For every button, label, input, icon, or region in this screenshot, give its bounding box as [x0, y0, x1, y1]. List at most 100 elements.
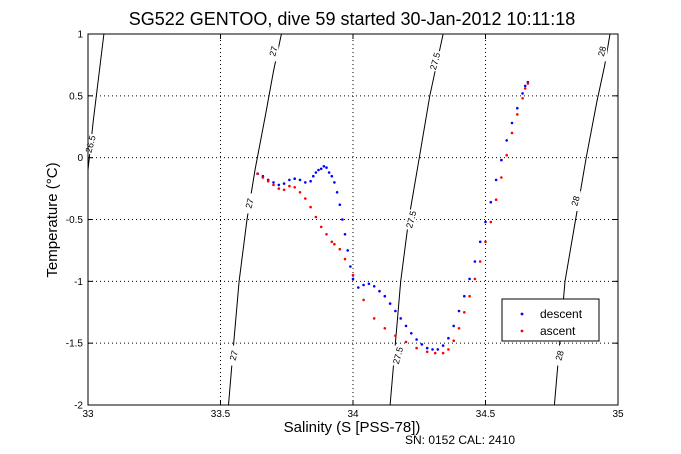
- descent-point: [378, 289, 381, 293]
- descent-point: [288, 178, 291, 182]
- ascent-point: [372, 317, 376, 320]
- descent-point: [436, 348, 440, 351]
- legend-descent-label: descent: [540, 307, 583, 321]
- x-tick-label: 33.5: [211, 409, 231, 420]
- ascent-point: [457, 327, 461, 330]
- descent-point: [494, 178, 498, 182]
- descent-point: [425, 346, 429, 350]
- contour-label: 27.5: [391, 346, 405, 366]
- descent-point: [330, 174, 334, 178]
- ascent-point: [452, 339, 456, 343]
- legend-ascent-label: ascent: [540, 324, 576, 338]
- ascent-point: [314, 215, 318, 219]
- ascent-point: [298, 191, 302, 194]
- descent-point: [399, 317, 403, 320]
- legend-descent-marker: [520, 312, 524, 316]
- descent-point: [388, 302, 392, 305]
- descent-point: [404, 324, 408, 328]
- descent-point: [338, 203, 342, 206]
- contour-label-background: [244, 193, 255, 214]
- descent-point: [505, 139, 509, 142]
- ascent-point: [272, 183, 275, 187]
- ascent-point: [261, 176, 265, 179]
- descent-point: [415, 338, 418, 341]
- ascent-point: [510, 131, 514, 135]
- legend: descent ascent: [501, 298, 600, 342]
- descent-point: [489, 200, 493, 204]
- descent-point: [272, 181, 275, 184]
- descent-point: [351, 277, 355, 281]
- data-series: [256, 80, 530, 355]
- axis-ticks: 33 33.5 34 34.5 35 1 0.5 0 -0.5 -1 -1.5 …: [66, 30, 624, 421]
- descent-point: [343, 233, 347, 236]
- descent-point: [327, 171, 331, 174]
- ascent-point: [362, 298, 365, 302]
- ascent-point: [330, 240, 334, 244]
- legend-box: [501, 298, 600, 342]
- descent-point: [312, 174, 315, 178]
- contour-label: 27.5: [404, 210, 418, 230]
- ascent-point: [288, 184, 291, 188]
- ascent-point: [433, 351, 437, 355]
- contour-label: 26.5: [84, 134, 98, 154]
- ascent-point: [468, 294, 471, 298]
- descent-point: [510, 121, 514, 125]
- ascent-point: [351, 273, 355, 277]
- contour-label: 28: [554, 349, 566, 361]
- ascent-point: [447, 348, 450, 351]
- chart-title: SG522 GENTOO, dive 59 started 30-Jan-201…: [129, 9, 576, 29]
- y-tick-label: 0: [77, 153, 83, 164]
- contour-label-background: [430, 51, 441, 72]
- density-contours: 26.5 27 27 27 27.5 27.5 27.5 28 28 28: [84, 33, 611, 406]
- ascent-point: [478, 260, 482, 263]
- ascent-point: [325, 233, 328, 236]
- descent-point: [468, 277, 471, 281]
- descent-point: [452, 324, 456, 328]
- ascent-point: [338, 247, 342, 251]
- descent-point: [457, 309, 461, 313]
- serial-calibration-footer: SN: 0152 CAL: 2410: [405, 433, 515, 447]
- descent-point: [473, 260, 477, 263]
- contour-label: 27.5: [428, 51, 442, 71]
- ascent-point: [516, 113, 519, 116]
- contour-label: 27: [244, 197, 256, 209]
- ascent-point: [441, 351, 445, 355]
- descent-point: [298, 178, 302, 182]
- ascent-point: [293, 186, 297, 189]
- descent-point: [309, 179, 312, 183]
- descent-point: [317, 168, 320, 172]
- ascent-point: [425, 350, 429, 354]
- contour-label: 27: [267, 45, 279, 57]
- contour-label: 28: [569, 195, 581, 207]
- ascent-point: [494, 198, 498, 201]
- ascent-point: [404, 340, 408, 344]
- descent-point: [362, 283, 365, 287]
- descent-point: [383, 294, 387, 298]
- descent-point: [314, 171, 318, 174]
- ascent-point: [309, 205, 312, 209]
- ascent-point: [526, 82, 530, 85]
- x-tick-label: 34: [347, 409, 359, 420]
- descent-point: [447, 336, 450, 340]
- contour-label-background: [85, 134, 96, 155]
- x-axis-label: Salinity (S [PSS-78]): [284, 419, 421, 436]
- contour-label-background: [228, 345, 239, 366]
- descent-point: [333, 181, 336, 184]
- ascent-point: [333, 242, 336, 246]
- descent-point: [394, 309, 397, 313]
- ascent-point: [383, 327, 387, 330]
- descent-point: [335, 191, 339, 194]
- ascent-point: [521, 97, 524, 100]
- x-tick-label: 34.5: [476, 409, 496, 420]
- ascent-point: [282, 188, 286, 192]
- x-tick-label: 35: [612, 409, 624, 420]
- contour-label: 27: [228, 349, 240, 361]
- descent-point: [319, 167, 323, 171]
- y-tick-label: 0.5: [69, 91, 83, 102]
- ascent-point: [415, 346, 418, 350]
- contour-label-background: [406, 209, 417, 230]
- ascent-point: [277, 187, 281, 190]
- descent-point: [293, 177, 297, 180]
- descent-point: [322, 165, 326, 168]
